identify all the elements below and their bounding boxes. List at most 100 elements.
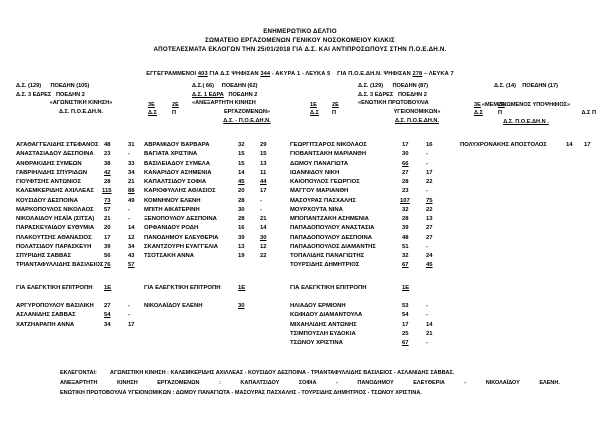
committee-member-row: ΤΣΩΝΟΥ ΧΡΙΣΤΙΝΑ 67 -: [290, 340, 480, 350]
candidate-name: ΙΩΑΝΝΙΔΟΥ ΝΙΚΗ: [290, 169, 340, 176]
ds-votes: 28: [402, 179, 409, 185]
candidate-name: ΤΣΟΤΣΑΚΗ ΑΝΝΑ: [144, 253, 195, 259]
candidate-column-3: ΓΕΩΡΓΙΤΣΑΡΟΣ ΝΙΚΟΛΑΟΣ 17 16 ΓΙΟΒΑΝΤΣΑΚΗ ΜΑ…: [290, 142, 490, 273]
party-2-label-ds: Δ.Σ: [310, 110, 319, 117]
candidate-name: ΑΝΘΡΑΚΙΔΗΣ ΣΥΜΕΩΝ: [16, 160, 82, 167]
ds-votes: 57: [104, 206, 111, 213]
table-row: ΚΟΥΣΙΔΟΥ ΔΕΣΠΟΙΝΑ 73 49: [16, 198, 196, 208]
ds-votes: 45: [238, 179, 245, 185]
ds-votes: 48: [104, 142, 111, 148]
table-row: ΠΛΑΚΟΥΤΣΗΣ ΑΘΑΝΑΣΙΟΣ 17 12: [16, 235, 196, 245]
elected-party-2: ΑΝΕΞΑΡΤΗΤΗ ΚΙΝΗΣΗ ΕΡΓΑΖΟΜΕΝΩΝ: ΚΑΠΑΛΤΣΙΔΟΥ Σ…: [60, 378, 560, 388]
ds-votes: 14: [566, 142, 573, 148]
election-results-subtitle: ΑΠΟΤΕΛΕΣΜΑΤΑ ΕΚΛΟΓΩΝ ΤΗΝ 25/01/2018 ΓΙΑ …: [153, 45, 447, 53]
candidate-name: ΒΑΣΙΛΕΙΑΔΟΥ ΣΥΜΕΛΑ: [144, 160, 210, 167]
elected-token: :: [219, 380, 221, 387]
candidate-name: ΓΙΟΒΑΝΤΣΑΚΗ ΜΑΡΙΑΝΘΗ: [290, 151, 367, 158]
ds-votes: 76: [104, 262, 111, 269]
ds-votes: 16: [238, 225, 245, 232]
table-row: ΜΑΣΟΥΡΑΣ ΠΑΣΧΑΛΗΣ 107 75: [290, 197, 490, 208]
committee-seats: 1Ε: [238, 285, 246, 291]
poedin-votes: 17: [128, 321, 135, 328]
table-row: ΝΙΚΟΛΑΙΔΟΥ ΗΣΑΪΑ (ΣΙΤΣΑ) 21 -: [16, 216, 196, 226]
ds-votes: 67: [402, 262, 409, 269]
member-name: ΝΙΚΟΛΑΪΔΟΥ ΕΛΕΝΗ: [144, 303, 203, 309]
member-name: ΑΡΓΥΡΟΠΟΥΛΟΥ ΒΑΣΙΛΙΚΗ: [16, 303, 94, 309]
poedin-votes: 14: [426, 321, 433, 328]
poedin-votes: 34: [128, 169, 135, 176]
table-row: ΓΙΟΒΑΝΤΣΑΚΗ ΜΑΡΙΑΝΘΗ 30 -: [290, 151, 490, 161]
party-1-col-head-ds: 3Ε Δ.Σ: [148, 101, 157, 118]
party-1-seats-ds: 3Ε: [148, 101, 155, 108]
poedin-votes: 12: [260, 243, 267, 250]
table-row: ΤΟΥΡΣΙΔΗΣ ΔΗΜΗΤΡΙΟΣ 67 45: [290, 262, 490, 272]
party-2-name: «ΑΝΕΞΑΡΤΗΤΗ ΚΙΝΗΣΗ: [192, 100, 256, 107]
ds-votes: 14: [238, 169, 245, 176]
ds-votes: 34: [104, 321, 111, 328]
party-2-ds-votes: Δ.Σ.( 66): [192, 83, 214, 89]
poedin-votes: 22: [260, 253, 267, 259]
poedin-votes: -: [426, 303, 428, 309]
elected-token: ΑΝΕΞΑΡΤΗΤΗ: [60, 380, 98, 387]
table-row: ΜΑΓΓΟΥ ΜΑΡΙΑΝΘΗ 23 -: [290, 188, 490, 198]
ds-voted-label: ΓΙΑ Δ.Σ ΨΗΦΙΣΑΝ: [209, 71, 259, 77]
ds-votes: 15: [238, 160, 245, 167]
ds-votes: 13: [238, 243, 245, 250]
party-1-ds-votes: Δ.Σ. (129): [16, 83, 42, 89]
poedin-votes: 14: [260, 225, 267, 232]
ds-votes: 27: [402, 169, 409, 176]
poedin-votes: 22: [426, 206, 433, 213]
committee-member-row: ΝΙΚΟΛΑΪΔΟΥ ΕΛΕΝΗ 30: [144, 303, 319, 313]
ds-votes: 23: [402, 188, 409, 195]
elected-token: ΕΡΓΑΖΟΜΕΝΩΝ: [157, 380, 200, 387]
ds-votes: 39: [402, 225, 409, 232]
elected-token: ΣΟΦΙΑ: [298, 380, 317, 387]
poedin-votes: 21: [426, 330, 433, 337]
party-2-seats-ds: 1Ε: [310, 101, 317, 108]
bulletin-title: ΕΝΗΜΕΡΩΤΙΚΟ ΔΕΛΤΙΟ: [263, 28, 337, 35]
party-3-subtitle: ΥΓΕΙΟΝΟΜΙΚΩΝ»: [393, 108, 441, 115]
ds-votes: 39: [104, 243, 111, 250]
member-name: ΑΣΛΑΝΙΔΗΣ ΣΑΒΒΑΣ: [16, 312, 76, 319]
poedin-votes: 34: [128, 243, 135, 250]
poedin-votes: 15: [260, 151, 267, 158]
poedin-votes: 14: [128, 225, 135, 232]
ds-votes: 56: [104, 253, 111, 259]
party-2-label-poedin: Π: [332, 110, 337, 117]
ds-votes: 115: [102, 188, 112, 195]
ds-votes: 28: [104, 179, 111, 185]
table-row: ΚΑΙΟΠΟΥΛΟΣ ΓΕΩΡΓΙΟΣ 28 22: [290, 179, 490, 189]
poedin-votes: 43: [128, 253, 135, 259]
poedin-voted-value: 278: [412, 71, 423, 77]
poedin-votes: 33: [128, 160, 135, 167]
candidate-name: ΞΕΝΟΠΟΥΛΟΥ ΔΕΣΠΟΙΝΑ: [144, 216, 217, 222]
poedin-votes: 30: [260, 234, 267, 241]
table-row: ΚΟΜΝΗΝΟΥ ΕΛΕΝΗ 28 -: [144, 197, 334, 208]
table-row: ΓΕΩΡΓΙΤΣΑΡΟΣ ΝΙΚΟΛΑΟΣ 17 16: [290, 142, 490, 152]
member-name: ΤΣΙΜΠΟΥΣΛΗ ΕΥΔΟΚΙΑ: [290, 330, 356, 337]
candidate-name: ΔΩΜΟΥ ΠΑΝΑΓΙΩΤΑ: [290, 160, 349, 167]
poedin-votes: -: [128, 206, 130, 213]
ds-votes: 20: [104, 225, 111, 232]
committee-member-row: ΤΣΙΜΠΟΥΣΛΗ ΕΥΔΟΚΙΑ 25 21: [290, 330, 480, 341]
party-3-ds-votes: Δ.Σ. (129): [358, 83, 384, 89]
party-1-label-ds: Δ.Σ: [148, 110, 157, 117]
ds-votes: 17: [402, 321, 409, 328]
party-3-affiliation: Δ.Σ. Π.Ο.Ε.ΔΗ.Ν.: [394, 117, 440, 124]
party-1-label-poedin: Π: [172, 110, 177, 117]
candidate-name: ΜΑΣΟΥΡΑΣ ΠΑΣΧΑΛΗΣ: [290, 197, 356, 204]
committee-member-row: ΚΩΦΙΔΟΥ ΔΙΑΜΑΝΤΟΥΛΑ 54 -: [290, 312, 480, 322]
poedin-votes: 17: [260, 188, 267, 195]
table-row: ΠΑΠΑΔΟΠΟΥΛΟΣ ΔΙΑΜΑΝΤΗΣ 51 -: [290, 244, 490, 254]
committee-seats: 1Ε: [104, 285, 112, 291]
committee-title: ΓΙΑ ΕΛΕΓΚΤΙΚΗ ΕΠΙΤΡΟΠΗ: [144, 285, 221, 291]
ds-votes: 20: [238, 188, 245, 195]
registered-value: 403: [197, 71, 208, 77]
table-row: ΒΑΣΙΛΕΙΑΔΟΥ ΣΥΜΕΛΑ 15 13: [144, 160, 334, 171]
ds-voted-value: 344: [260, 71, 271, 77]
ds-votes: 28: [402, 216, 409, 222]
ds-invalid-blank: - ΑΚΥΡΑ 1 - ΛΕΥΚΑ 5: [271, 71, 331, 77]
party-3-col-head-poedin: 2Ε Π: [498, 101, 505, 118]
ds-votes: 28: [238, 197, 245, 204]
elected-token: ΚΙΝΗΣΗ: [117, 380, 138, 387]
